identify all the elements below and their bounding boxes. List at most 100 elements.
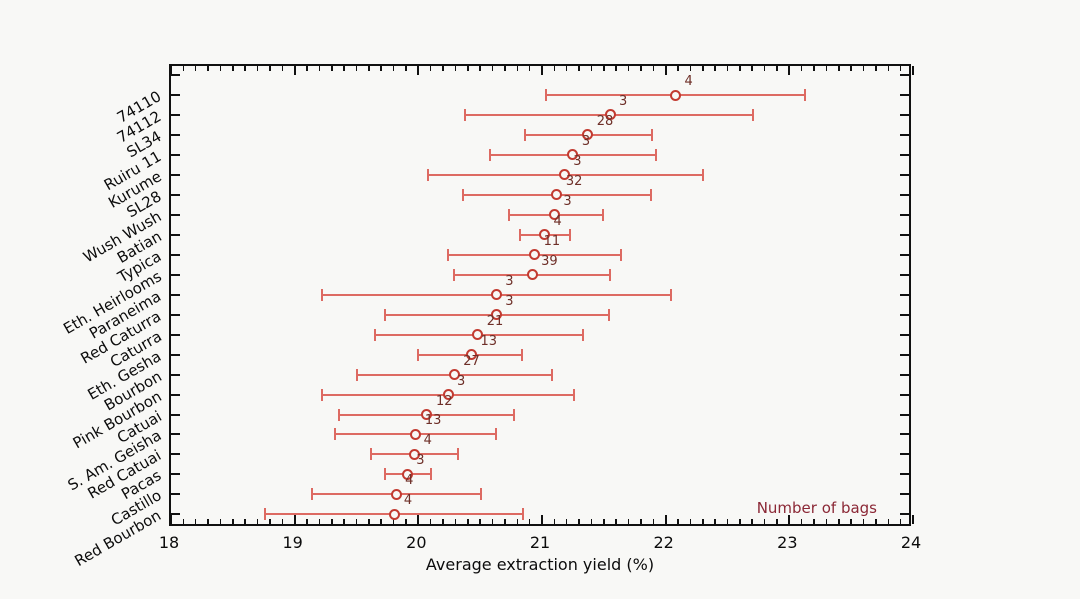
x-minor-tick-top (318, 66, 321, 71)
x-major-tick-top (293, 66, 296, 75)
x-minor-tick-top (825, 66, 828, 71)
x-minor-tick-bottom (380, 519, 382, 524)
x-axis-title: Average extraction yield (%) (425, 555, 655, 574)
data-point-marker (410, 428, 422, 440)
x-major-tick-bottom (293, 515, 296, 524)
x-minor-tick-top (838, 66, 840, 71)
count-label: 32 (565, 173, 583, 189)
x-major-tick-top (912, 66, 914, 75)
x-minor-tick-bottom (479, 519, 481, 524)
error-bar-cap-low (523, 128, 526, 141)
x-minor-tick-top (380, 66, 382, 71)
y-tick-right (900, 293, 909, 296)
y-tick-right (900, 453, 909, 456)
error-bar-cap-high (581, 328, 584, 341)
x-major-tick-bottom (788, 515, 791, 524)
y-tick-right (900, 133, 909, 136)
x-minor-tick-bottom (553, 519, 556, 524)
y-tick-left (171, 153, 180, 156)
x-minor-tick-bottom (194, 519, 197, 524)
x-minor-tick-top (343, 66, 345, 71)
x-minor-tick-top (739, 66, 741, 71)
data-point-marker (401, 468, 413, 480)
x-minor-tick-top (726, 66, 729, 71)
x-minor-tick-bottom (640, 519, 642, 524)
x-minor-tick-bottom (442, 519, 444, 524)
x-minor-tick-bottom (405, 519, 407, 524)
x-major-tick-bottom (417, 515, 420, 524)
x-minor-tick-top (800, 66, 803, 71)
y-tick-left (171, 353, 180, 356)
data-point-marker (604, 109, 616, 121)
data-point-marker (472, 329, 484, 341)
count-label: 13 (424, 413, 442, 429)
data-point-marker (421, 409, 433, 421)
x-minor-tick-top (640, 66, 642, 71)
count-label: 13 (480, 333, 498, 349)
x-minor-tick-bottom (615, 519, 617, 524)
y-tick-left (171, 473, 180, 476)
x-major-tick-bottom (664, 515, 667, 524)
error-bar-cap-low (453, 268, 456, 281)
error-bar-cap-high (512, 408, 515, 421)
count-label: 3 (505, 273, 514, 289)
y-tick-left (171, 173, 180, 176)
y-tick-left (171, 393, 180, 396)
x-minor-tick-bottom (565, 519, 568, 524)
count-label: 4 (405, 473, 414, 489)
x-minor-tick-top (689, 66, 692, 71)
y-tick-right (900, 153, 909, 156)
error-bar-cap-low (338, 408, 341, 421)
error-bar-cap-low (464, 108, 467, 121)
error-bar-cap-high (649, 188, 652, 201)
error-bar-cap-high (620, 248, 623, 261)
x-minor-tick-bottom (652, 519, 655, 524)
x-minor-tick-top (256, 66, 259, 71)
count-label: 28 (596, 113, 614, 129)
data-point-marker (582, 129, 594, 141)
error-bar-cap-low (320, 288, 323, 301)
x-minor-tick-top (219, 66, 222, 71)
x-minor-tick-top (454, 66, 457, 71)
x-minor-tick-bottom (331, 519, 333, 524)
y-tick-right (900, 473, 909, 476)
y-tick-right (900, 413, 909, 416)
x-minor-tick-top (615, 66, 617, 71)
y-tick-right (900, 213, 909, 216)
x-major-tick-top (417, 66, 420, 75)
error-bar-cap-low (489, 148, 492, 161)
error-bar-cap-low (310, 488, 313, 501)
x-minor-tick-top (887, 66, 890, 71)
x-minor-tick-top (281, 66, 284, 71)
error-bar-cap-high (651, 128, 654, 141)
x-minor-tick-bottom (825, 519, 828, 524)
x-minor-tick-bottom (590, 519, 593, 524)
x-minor-tick-bottom (800, 519, 803, 524)
x-minor-tick-bottom (677, 519, 679, 524)
y-tick-right (900, 113, 909, 116)
data-point-marker (529, 249, 541, 261)
y-tick-right (900, 193, 909, 196)
error-bar-cap-high (701, 168, 704, 181)
x-minor-tick-bottom (776, 519, 778, 524)
data-point-marker (442, 389, 454, 401)
x-minor-tick-bottom (813, 519, 815, 524)
y-tick-left (171, 94, 180, 96)
x-minor-tick-top (565, 66, 568, 71)
y-tick-right (900, 273, 909, 276)
x-major-tick-top (664, 66, 667, 75)
count-label: 4 (684, 74, 693, 89)
data-point-marker (466, 349, 477, 361)
count-label: 39 (541, 253, 558, 269)
x-minor-tick-bottom (491, 519, 494, 524)
x-minor-tick-top (405, 66, 407, 71)
error-bar-cap-high (495, 428, 498, 441)
x-minor-tick-top (763, 66, 766, 71)
legend-note: Number of bags (756, 499, 877, 517)
x-minor-tick-bottom (392, 519, 395, 524)
error-bar-cap-low (383, 308, 386, 321)
y-tick-left (171, 74, 180, 77)
x-tick-label: 21 (529, 533, 551, 552)
x-minor-tick-top (491, 66, 494, 71)
